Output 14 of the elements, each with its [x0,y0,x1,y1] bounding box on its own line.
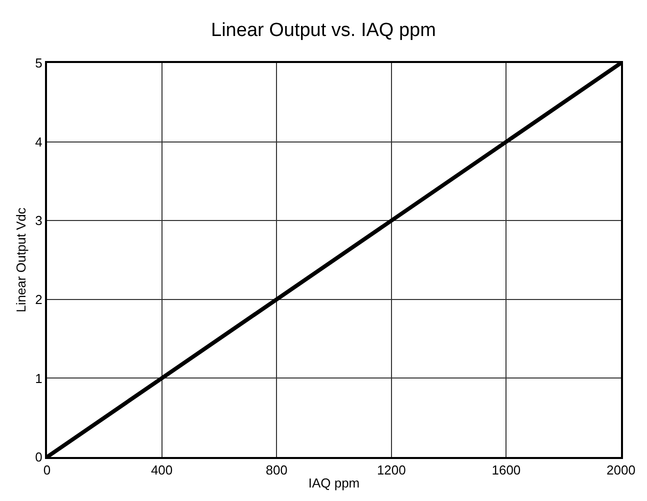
chart-title: Linear Output vs. IAQ ppm [211,20,436,41]
x-tick-label: 2000 [606,462,636,478]
y-tick-label: 4 [35,134,42,150]
x-axis-title: IAQ ppm [308,476,360,491]
x-tick-label: 400 [150,462,173,478]
y-tick-label: 5 [35,56,42,71]
y-tick-label: 3 [35,213,42,228]
y-tick-label: 2 [35,292,42,307]
y-tick-label: 0 [35,450,42,465]
y-tick-label: 1 [35,370,42,386]
y-axis-title: Linear Output Vdc [14,207,29,312]
x-tick-label: 1600 [492,462,521,478]
x-tick-label: 800 [266,462,288,478]
x-tick-label: 1200 [376,462,406,478]
